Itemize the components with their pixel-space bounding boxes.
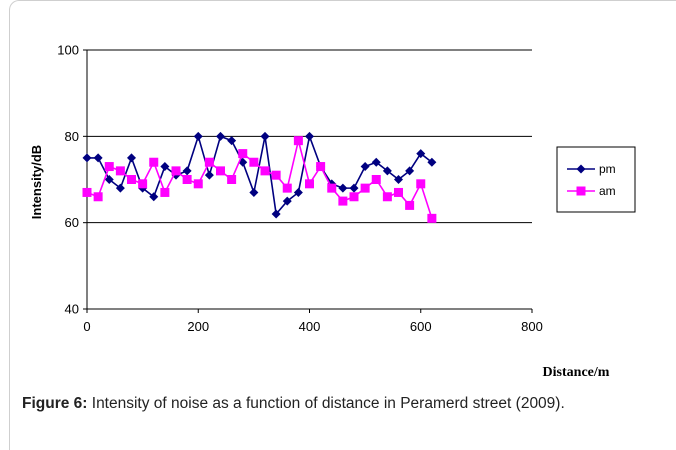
y-tick-label-3: 100 — [57, 43, 79, 58]
point-pm-27 — [382, 166, 392, 176]
point-pm-16 — [260, 131, 270, 141]
x-tick-label-2: 400 — [299, 319, 321, 334]
point-pm-23 — [338, 183, 348, 193]
y-tick-label-0: 40 — [65, 302, 79, 317]
point-pm-20 — [305, 131, 314, 141]
x-tick-label-0: 0 — [83, 319, 90, 334]
point-pm-24 — [349, 183, 359, 193]
point-pm-2 — [104, 175, 114, 184]
point-pm-3 — [115, 183, 125, 193]
point-am-12 — [216, 166, 225, 176]
point-am-3 — [115, 166, 125, 176]
point-pm-26 — [371, 157, 381, 167]
point-pm-4 — [127, 153, 136, 163]
point-am-11 — [204, 157, 214, 167]
point-am-1 — [93, 192, 103, 202]
y-tick-label-2: 80 — [65, 129, 79, 144]
point-pm-29 — [405, 166, 415, 176]
point-pm-17 — [271, 209, 281, 219]
point-pm-25 — [360, 162, 370, 172]
point-am-24 — [349, 192, 359, 202]
legend-marker-pm — [576, 164, 586, 174]
figure-frame-top — [9, 0, 676, 15]
point-pm-0 — [82, 153, 92, 163]
point-am-19 — [293, 136, 303, 146]
point-am-0 — [82, 187, 92, 197]
point-am-14 — [238, 149, 248, 159]
point-am-31 — [427, 213, 437, 223]
point-am-27 — [382, 192, 392, 202]
point-am-2 — [104, 162, 114, 172]
point-am-23 — [338, 196, 348, 206]
figure-frame-left — [9, 12, 10, 450]
y-tick-label-1: 60 — [65, 215, 79, 230]
x-tick-label-3: 600 — [410, 319, 432, 334]
point-am-22 — [327, 183, 337, 193]
point-pm-9 — [182, 166, 192, 176]
point-am-4 — [127, 175, 136, 184]
point-pm-15 — [249, 187, 259, 197]
noise-line-chart: 40 60 80 100 0 200 400 600 800 pm am Intensity/dB… — [29, 43, 636, 380]
point-pm-7 — [160, 162, 170, 172]
legend-marker-am — [576, 186, 586, 196]
figure-caption-text: Intensity of noise as a function of dist… — [87, 395, 565, 412]
y-axis-label: Intensity/dB — [29, 145, 44, 219]
point-pm-10 — [193, 131, 203, 141]
point-pm-6 — [149, 192, 159, 202]
point-am-9 — [182, 175, 192, 184]
point-pm-13 — [227, 136, 237, 146]
point-am-10 — [193, 179, 203, 189]
point-am-7 — [160, 187, 170, 197]
x-tick-label-1: 200 — [187, 319, 209, 334]
point-am-26 — [371, 175, 381, 184]
point-am-13 — [227, 175, 237, 184]
series-am — [82, 136, 437, 223]
figure-caption: Figure 6: Intensity of noise as a functi… — [22, 393, 662, 414]
x-tick-label-4: 800 — [521, 319, 543, 334]
legend-box — [556, 146, 636, 213]
x-axis-label: Distance/m — [543, 365, 610, 380]
point-am-6 — [149, 157, 159, 167]
legend-label-pm: pm — [599, 162, 616, 176]
series-pm — [82, 131, 437, 219]
point-am-18 — [282, 183, 292, 193]
point-pm-12 — [216, 131, 225, 141]
point-am-5 — [138, 179, 148, 189]
point-am-21 — [316, 162, 326, 172]
point-am-15 — [249, 157, 259, 167]
point-am-25 — [360, 183, 370, 193]
point-am-8 — [171, 166, 181, 176]
point-am-30 — [416, 179, 426, 189]
point-pm-28 — [394, 175, 403, 184]
figure-caption-label: Figure 6: — [22, 395, 88, 412]
point-pm-18 — [282, 196, 292, 206]
point-am-29 — [405, 200, 415, 210]
point-am-17 — [271, 170, 281, 180]
point-am-28 — [394, 187, 403, 197]
point-pm-30 — [416, 149, 426, 159]
legend-label-am: am — [599, 184, 616, 198]
point-am-16 — [260, 166, 270, 176]
point-pm-1 — [93, 153, 103, 163]
point-am-20 — [305, 179, 314, 189]
point-pm-19 — [293, 187, 303, 197]
point-pm-11 — [204, 170, 214, 180]
point-pm-31 — [427, 157, 437, 167]
